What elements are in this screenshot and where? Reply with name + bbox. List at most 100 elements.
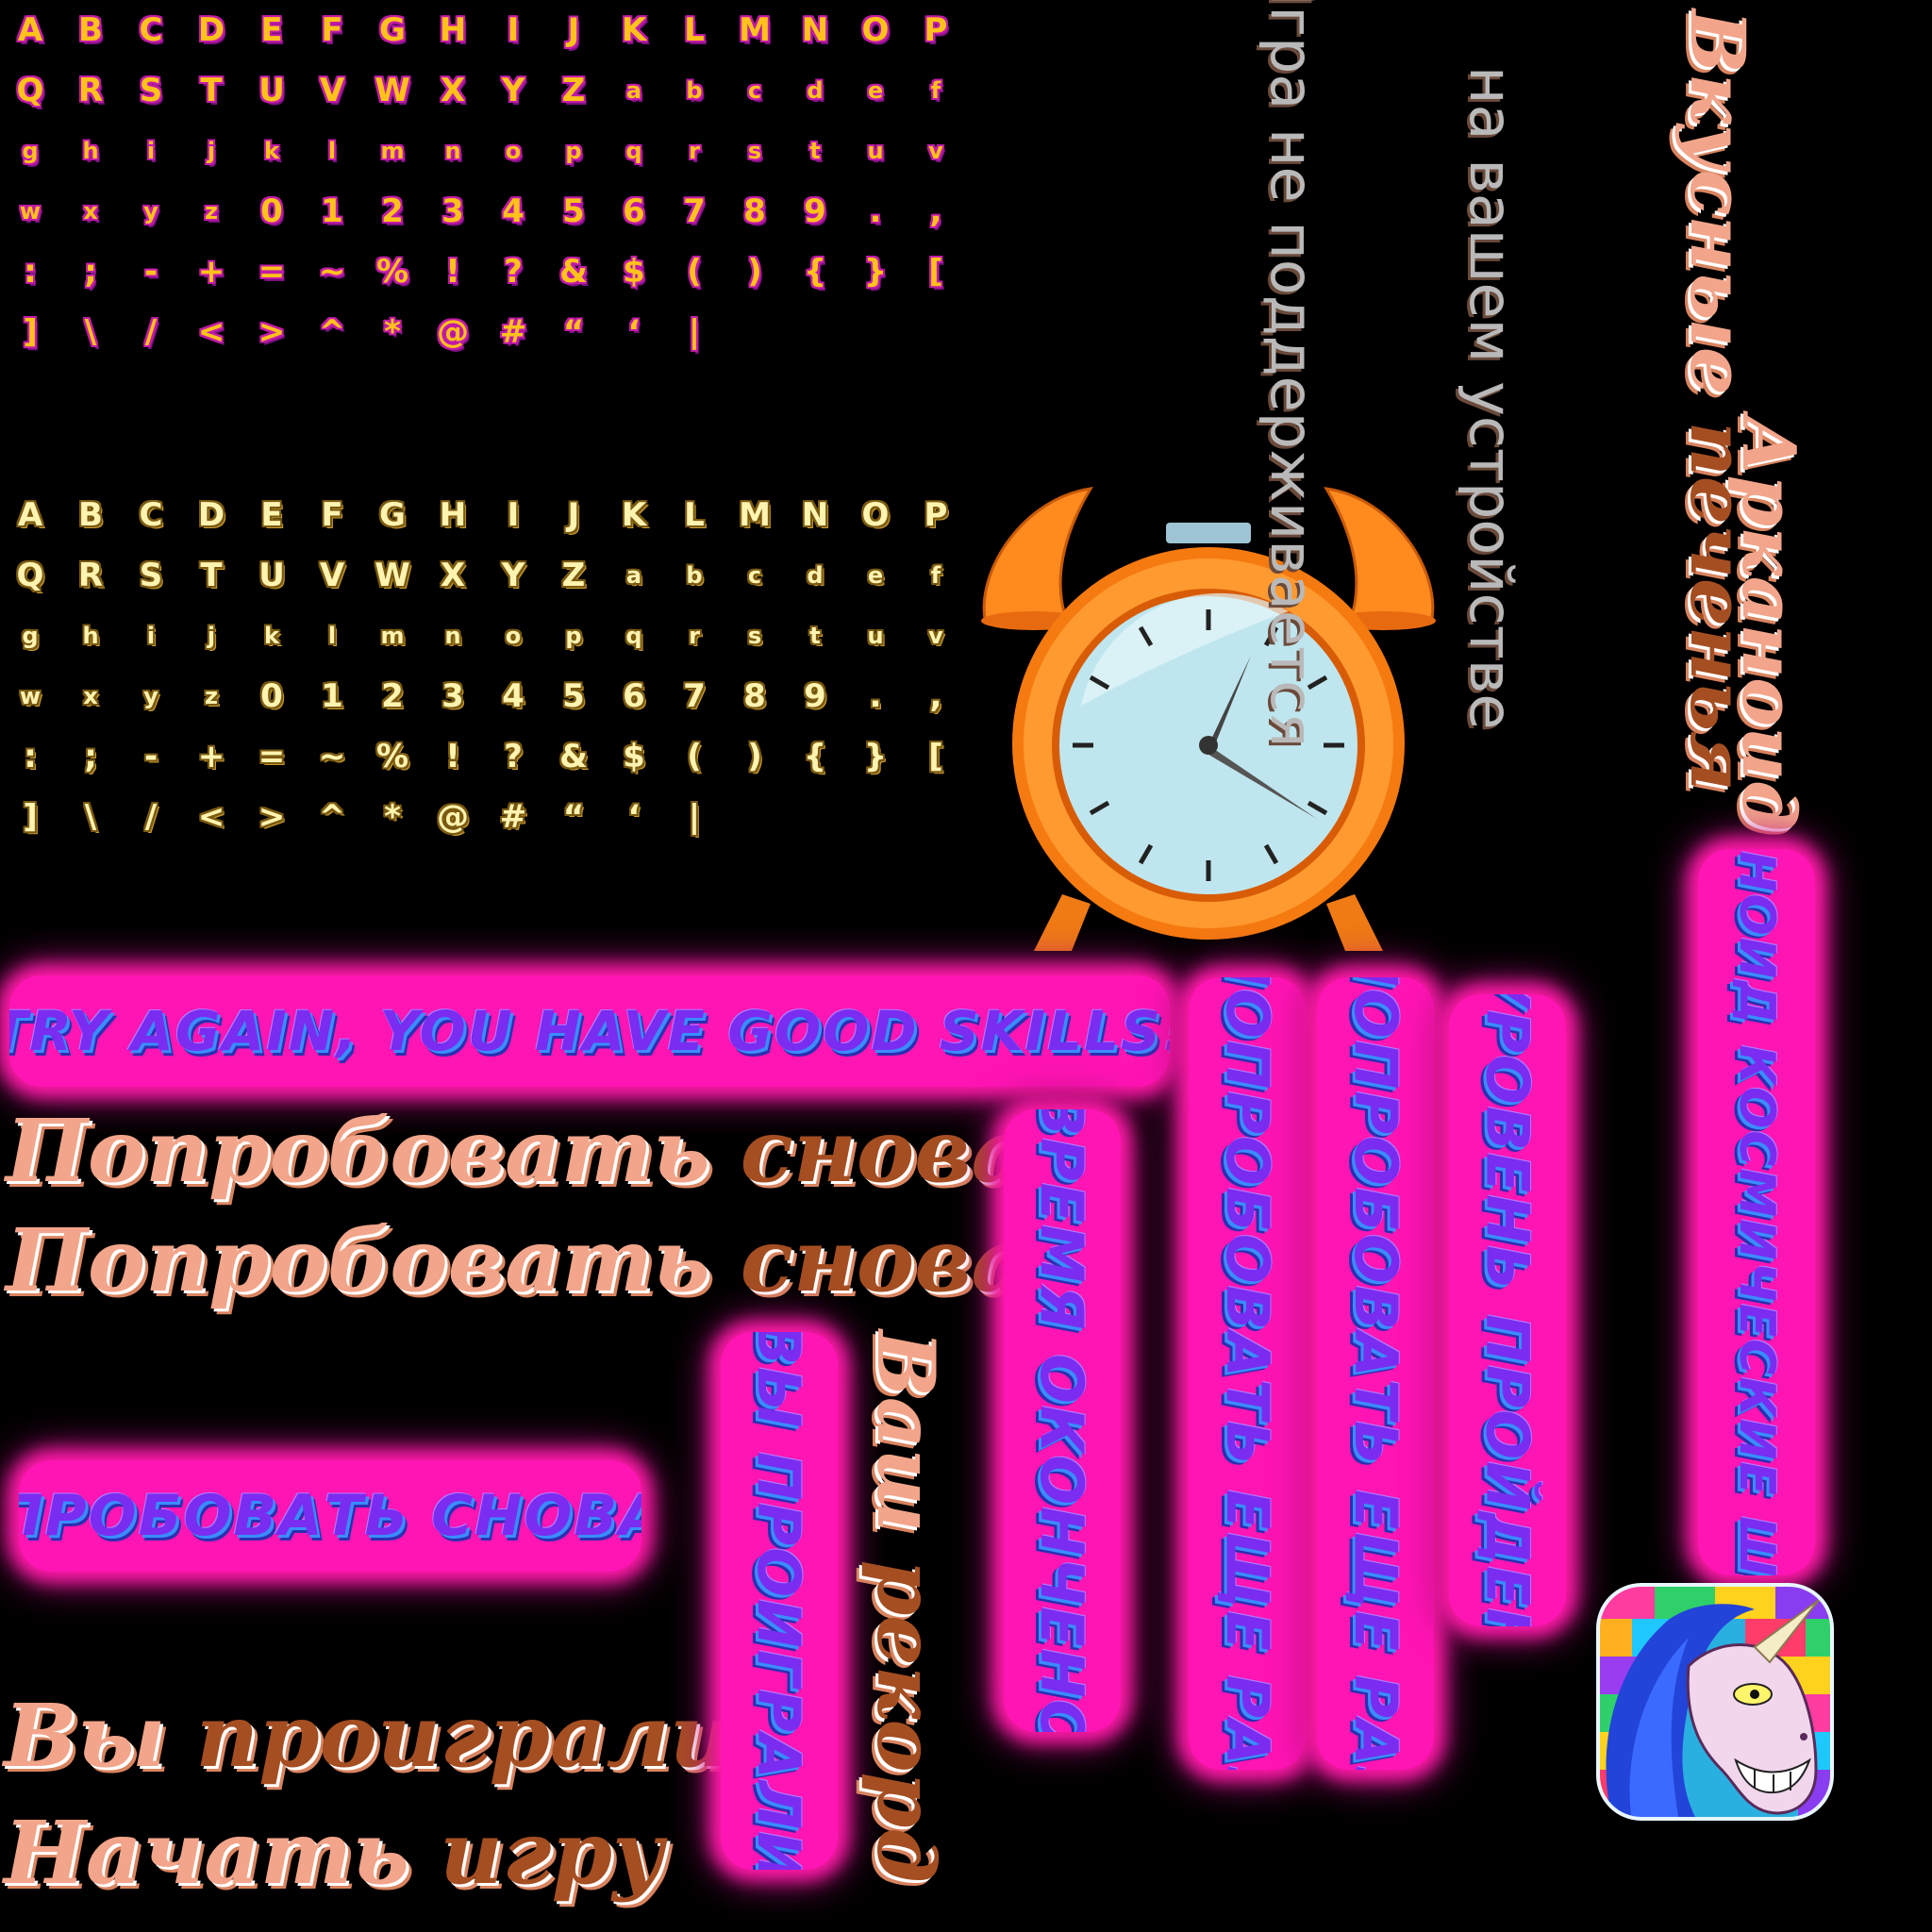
- glyph-cell: N: [801, 11, 829, 49]
- glyph-cell: I: [507, 496, 520, 534]
- glyph-cell: n: [444, 623, 461, 649]
- glyph-cell: +: [197, 253, 225, 291]
- glyph-cell: $: [623, 738, 645, 775]
- try-once-more-banner-2: ПОПРОБОВАТЬ ЕЩЕ РАЗ: [1317, 977, 1434, 1770]
- glyph-cell: .: [869, 677, 882, 715]
- glyph-cell: A: [17, 11, 43, 49]
- glyph-cell: R: [77, 72, 104, 109]
- glyph-cell: {: [803, 253, 827, 291]
- glyph-cell: 8: [743, 677, 766, 715]
- glyph-cell: g: [22, 623, 39, 649]
- glyph-cell: B: [78, 496, 103, 534]
- glyph-cell: #: [499, 313, 527, 351]
- glyph-cell: d: [807, 562, 824, 589]
- glyph-cell: %: [375, 738, 409, 775]
- glyph-cell: ]: [23, 798, 38, 836]
- glyph-cell: L: [684, 496, 705, 534]
- glyph-cell: G: [379, 11, 406, 49]
- glyph-cell: ]: [23, 313, 38, 351]
- glyph-cell: o: [505, 138, 522, 164]
- glyph-cell: p: [565, 623, 582, 649]
- glyph-cell: /: [144, 313, 158, 351]
- glyph-cell: k: [264, 138, 279, 164]
- glyph-cell: @: [437, 798, 469, 836]
- glyph-cell: f: [930, 77, 941, 104]
- device-unsupported-line1: Игра не поддерживается: [1257, 0, 1326, 748]
- glyph-cell: g: [22, 138, 39, 164]
- glyph-cell: K: [621, 496, 647, 534]
- glyph-cell: <: [197, 313, 225, 351]
- glyph-cell: e: [867, 77, 884, 104]
- glyph-cell: G: [379, 496, 406, 534]
- glyph-cell: &: [559, 253, 588, 291]
- glyph-cell: c: [747, 562, 762, 589]
- glyph-cell: {: [803, 738, 827, 775]
- glyph-cell: V: [319, 557, 345, 594]
- glyph-cell: O: [861, 496, 890, 534]
- glyph-cell: >: [258, 798, 286, 836]
- glyph-cell: y: [143, 198, 158, 225]
- glyph-cell: (: [687, 253, 702, 291]
- glyph-cell: :: [24, 738, 37, 775]
- glyph-cell: Y: [501, 72, 525, 109]
- level-passed-banner: УРОВЕНЬ ПРОЙДЕН: [1449, 994, 1566, 1626]
- glyph-cell: ‘: [627, 313, 641, 351]
- glyph-cell: Z: [561, 557, 586, 594]
- glyph-cell: x: [83, 683, 98, 709]
- arkanoid-space-banner: АРКАНОИД КОСМИЧЕСКИЕ ШАРЫ!: [1698, 849, 1815, 1575]
- glyph-cell: a: [625, 562, 642, 589]
- glyph-cell: y: [143, 683, 158, 709]
- glyph-cell: v: [928, 138, 943, 164]
- glyph-cell: e: [867, 562, 884, 589]
- glyph-cell-empty: [724, 302, 785, 362]
- glyph-cell: 6: [623, 677, 645, 715]
- glyph-cell: t: [809, 138, 821, 164]
- glyph-cell: C: [139, 11, 163, 49]
- glyph-cell: }: [863, 253, 888, 291]
- glyph-cell: D: [197, 496, 225, 534]
- glyph-cell: r: [689, 623, 700, 649]
- glyph-cell: :: [24, 253, 37, 291]
- glyph-cell: P: [924, 496, 948, 534]
- glyph-cell: E: [260, 11, 283, 49]
- glyph-cell-empty: [785, 302, 845, 362]
- glyph-cell: I: [507, 11, 520, 49]
- glyph-cell-empty: [724, 787, 785, 847]
- glyph-cell: ): [747, 738, 762, 775]
- glyph-cell: “: [562, 798, 585, 836]
- glyph-cell: [: [928, 253, 943, 291]
- glyph-cell: (: [687, 738, 702, 775]
- glyph-cell: |: [688, 798, 701, 836]
- glyph-cell: 3: [441, 192, 464, 230]
- device-unsupported-line2: на вашем устройстве: [1457, 66, 1525, 730]
- glyph-cell: [: [928, 738, 943, 775]
- glyph-cell: X: [440, 72, 466, 109]
- your-record-label: Ваш рекорд: [859, 1330, 953, 1883]
- glyph-cell: U: [258, 557, 285, 594]
- glyph-cell: r: [689, 138, 700, 164]
- glyph-cell: C: [139, 496, 163, 534]
- glyph-cell: &: [559, 738, 588, 775]
- glyph-cell: k: [264, 623, 279, 649]
- glyph-cell: D: [197, 11, 225, 49]
- glyph-cell: !: [445, 253, 460, 291]
- glyph-cell: T: [200, 557, 223, 594]
- glyph-cell: A: [17, 496, 43, 534]
- glyph-cell: =: [258, 253, 286, 291]
- you-lost-label: Вы проиграли: [4, 1685, 733, 1787]
- glyph-cell: 1: [321, 677, 343, 715]
- glyph-cell: 7: [683, 677, 706, 715]
- glyph-cell: 5: [562, 192, 585, 230]
- glyph-cell: i: [146, 623, 156, 649]
- glyph-cell: z: [205, 683, 218, 709]
- glyph-cell: a: [625, 77, 642, 104]
- try-again-banner-en: TRY AGAIN, YOU HAVE GOOD SKILLS!: [9, 975, 1170, 1087]
- space-balls-title: Вкусные печенья: [1674, 9, 1762, 791]
- start-game-label: Начать игру: [4, 1802, 664, 1904]
- glyph-cell: 4: [502, 192, 525, 230]
- glyph-cell: ^: [318, 313, 346, 351]
- glyph-cell: ‘: [627, 798, 641, 836]
- glyph-cell: s: [747, 138, 762, 164]
